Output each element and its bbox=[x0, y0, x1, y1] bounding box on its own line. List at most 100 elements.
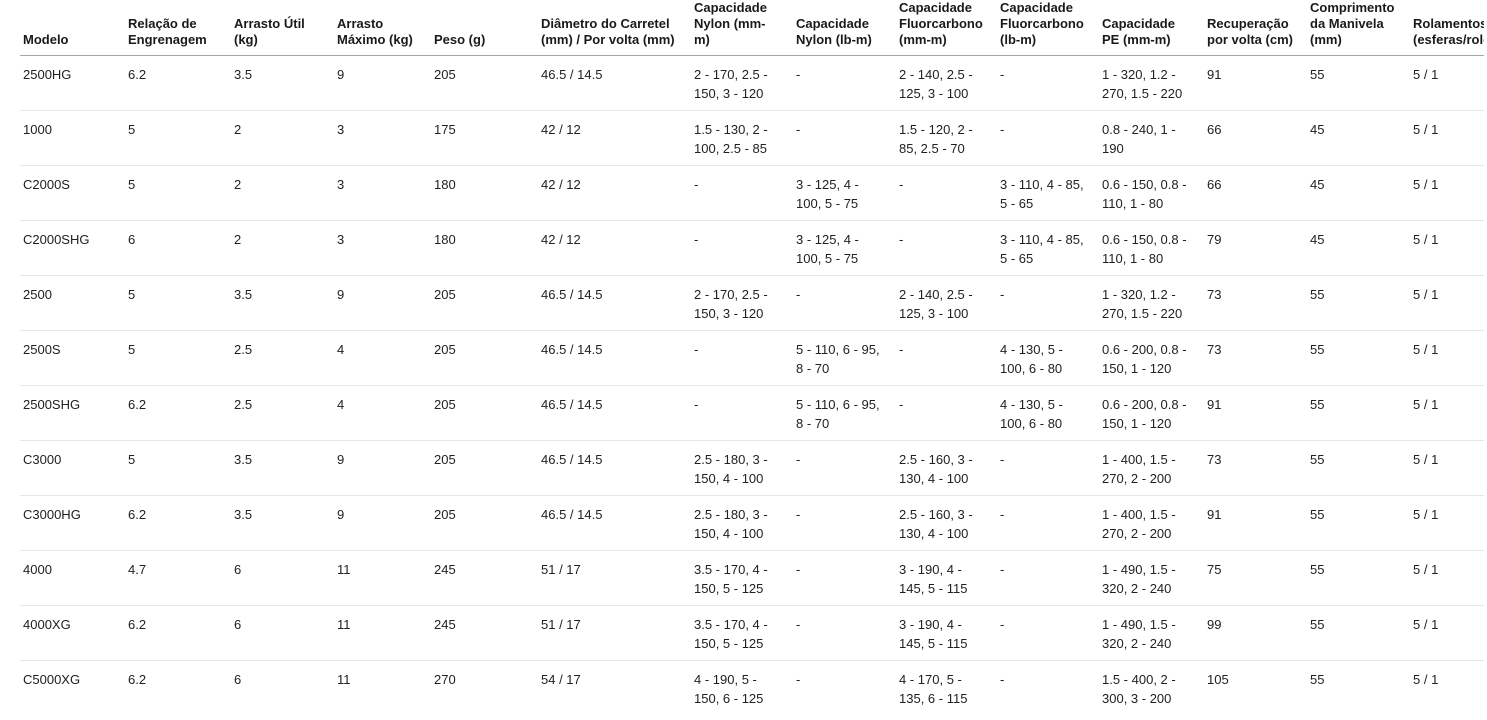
cell-arrasto_util: 2.5 bbox=[231, 385, 334, 441]
cell-rolamentos: 5 / 1 bbox=[1410, 165, 1484, 221]
cell-cap_pe: 1 - 490, 1.5 - 320, 2 - 240 bbox=[1099, 605, 1204, 661]
cell-arrasto_maximo: 3 bbox=[334, 220, 431, 276]
cell-comprimento_manivela: 55 bbox=[1307, 495, 1410, 551]
cell-comprimento_manivela: 55 bbox=[1307, 275, 1410, 331]
cell-cap_fluor_lb: - bbox=[997, 275, 1099, 331]
cell-arrasto_util: 3.5 bbox=[231, 495, 334, 551]
cell-cap_fluor_mm: 2.5 - 160, 3 - 130, 4 - 100 bbox=[896, 440, 997, 496]
cell-cap_fluor_mm: 2 - 140, 2.5 - 125, 3 - 100 bbox=[896, 55, 997, 111]
cell-modelo: C5000XG bbox=[23, 672, 81, 687]
cell-cap_fluor_lb: 3 - 110, 4 - 85, 5 - 65 bbox=[997, 220, 1099, 276]
cell-relacao_engrenagem: 6.2 bbox=[125, 385, 231, 441]
cell-comprimento_manivela: 45 bbox=[1307, 220, 1410, 276]
cell-recuperacao: 75 bbox=[1204, 550, 1307, 606]
cell-rolamentos: 5 / 1 bbox=[1410, 55, 1484, 111]
cell-cap_pe: 1 - 400, 1.5 - 270, 2 - 200 bbox=[1099, 495, 1204, 551]
cell-cap_fluor_lb: - bbox=[997, 440, 1099, 496]
cell-diametro_carretel: 46.5 / 14.5 bbox=[538, 495, 691, 551]
cell-cap_nylon_lb: - bbox=[793, 55, 896, 111]
table-row: 2500S 5 2.5 4 205 46.5 / 14.5-5 - 110, 6 - 95… bbox=[20, 330, 1484, 386]
cell-cap_fluor_mm: 1.5 - 120, 2 - 85, 2.5 - 70 bbox=[896, 110, 997, 166]
cell-modelo: 2500 bbox=[20, 275, 125, 331]
cell-diametro_carretel: 46.5 / 14.5 bbox=[538, 330, 691, 386]
cell-diametro_carretel: 51 / 17 bbox=[538, 605, 691, 661]
cell-modelo: C2000S bbox=[20, 165, 125, 221]
cell-peso: 205 bbox=[431, 55, 538, 111]
cell-comprimento_manivela: 55 bbox=[1307, 385, 1410, 441]
column-header-diametro_carretel: Diâmetro do Carretel (mm) / Por volta (m… bbox=[538, 0, 691, 56]
cell-rolamentos: 5 / 1 bbox=[1410, 440, 1484, 496]
cell-diametro_carretel: 46.5 / 14.5 bbox=[538, 385, 691, 441]
cell-recuperacao: 91 bbox=[1204, 55, 1307, 111]
cell-arrasto_maximo: 9 bbox=[334, 275, 431, 331]
table-row: C2000S 5 2 3 180 42 / 12-3 - 125, 4 - 100, 5 … bbox=[20, 165, 1484, 221]
column-header-cap_pe: Capacidade PE (mm-m) bbox=[1099, 0, 1204, 56]
cell-arrasto_maximo: 9 bbox=[334, 495, 431, 551]
cell-cap_nylon_mm: 3.5 - 170, 4 - 150, 5 - 125 bbox=[691, 605, 793, 661]
cell-comprimento_manivela: 55 bbox=[1307, 55, 1410, 111]
cell-modelo: C2000SHG bbox=[20, 220, 125, 276]
cell-cap_nylon_mm: 2 - 170, 2.5 - 150, 3 - 120 bbox=[691, 55, 793, 111]
cell-cap_fluor_lb: 4 - 130, 5 - 100, 6 - 80 bbox=[997, 330, 1099, 386]
cell-rolamentos: 5 / 1 bbox=[1413, 672, 1439, 687]
cell-cap_pe: 0.8 - 240, 1 - 190 bbox=[1099, 110, 1204, 166]
table-row: 2500HG 6.2 3.5 9 205 46.5 / 14.5 2 - 170, 2.5 … bbox=[20, 55, 1484, 111]
cell-recuperacao: 66 bbox=[1204, 110, 1307, 166]
cell-cap_nylon_lb: - bbox=[793, 550, 896, 606]
cell-peso: 205 bbox=[431, 275, 538, 331]
cell-cap_nylon_mm: - bbox=[691, 330, 793, 386]
cell-comprimento_manivela: 45 bbox=[1307, 110, 1410, 166]
cell-recuperacao: 66 bbox=[1204, 165, 1307, 221]
cell-cap_fluor_mm: 3 - 190, 4 - 145, 5 - 115 bbox=[896, 605, 997, 661]
cell-rolamentos: 5 / 1 bbox=[1410, 605, 1484, 661]
cell-diametro_carretel: 54 / 17 bbox=[541, 672, 581, 687]
cell-arrasto_util: 2 bbox=[231, 165, 334, 221]
cell-arrasto_util: 2.5 bbox=[231, 330, 334, 386]
table-row: C3000HG 6.2 3.5 9 205 46.5 / 14.5 2.5 - 180, 3… bbox=[20, 495, 1484, 551]
cell-cap_pe: 1 - 490, 1.5 - 320, 2 - 240 bbox=[1099, 550, 1204, 606]
cell-relacao_engrenagem: 5 bbox=[125, 110, 231, 166]
cell-relacao_engrenagem: 6 bbox=[125, 220, 231, 276]
cell-rolamentos: 5 / 1 bbox=[1410, 550, 1484, 606]
cell-cap_pe: 0.6 - 200, 0.8 - 150, 1 - 120 bbox=[1099, 330, 1204, 386]
cell-cap_fluor_lb: - bbox=[1000, 672, 1005, 687]
cell-cap_fluor_mm: - bbox=[896, 220, 997, 276]
cell-recuperacao: 105 bbox=[1207, 672, 1229, 687]
cell-arrasto_maximo: 4 bbox=[334, 385, 431, 441]
cell-comprimento_manivela: 55 bbox=[1307, 605, 1410, 661]
cell-arrasto_util: 6 bbox=[234, 672, 242, 687]
cell-cap_nylon_lb: 3 - 125, 4 - 100, 5 - 75 bbox=[793, 220, 896, 276]
cell-cap_nylon_lb: 5 - 110, 6 - 95, 8 - 70 bbox=[793, 330, 896, 386]
cell-cap_nylon_mm: - bbox=[691, 385, 793, 441]
cell-cap_fluor_lb: - bbox=[997, 605, 1099, 661]
cell-cap_nylon_mm: - bbox=[691, 165, 793, 221]
cell-modelo: 2500HG bbox=[20, 55, 125, 111]
cell-arrasto_util: 3.5 bbox=[231, 440, 334, 496]
cell-modelo: 4000 bbox=[20, 550, 125, 606]
table-row: 4000 4.7 6 11 245 51 / 17 3.5 - 170, 4 - 150, … bbox=[20, 550, 1484, 606]
cell-rolamentos: 5 / 1 bbox=[1410, 110, 1484, 166]
table-row: C5000XG 6.2 6 11 270 54 / 17 4 - 190, 5 - 150,… bbox=[20, 661, 1484, 716]
cell-peso: 245 bbox=[431, 605, 538, 661]
cell-cap_nylon_mm: 2 - 170, 2.5 - 150, 3 - 120 bbox=[691, 275, 793, 331]
cell-arrasto_util: 6 bbox=[231, 550, 334, 606]
cell-modelo: C3000 bbox=[20, 440, 125, 496]
cell-relacao_engrenagem: 6.2 bbox=[128, 672, 147, 687]
cell-diametro_carretel: 46.5 / 14.5 bbox=[538, 275, 691, 331]
cell-cap_fluor_lb: 4 - 130, 5 - 100, 6 - 80 bbox=[997, 385, 1099, 441]
cell-diametro_carretel: 46.5 / 14.5 bbox=[538, 55, 691, 111]
cell-diametro_carretel: 42 / 12 bbox=[538, 110, 691, 166]
cell-cap_nylon_lb: - bbox=[796, 672, 801, 687]
cell-cap_nylon_mm: 4 - 190, 5 - 150, 6 - 125 bbox=[694, 672, 764, 706]
column-header-cap_nylon_mm: Capacidade Nylon (mm-m) bbox=[691, 0, 793, 56]
cell-cap_fluor_mm: 4 - 170, 5 - 135, 6 - 115 bbox=[899, 672, 968, 706]
cell-rolamentos: 5 / 1 bbox=[1410, 220, 1484, 276]
cell-cap_nylon_lb: 3 - 125, 4 - 100, 5 - 75 bbox=[793, 165, 896, 221]
cell-cap_nylon_lb: - bbox=[793, 605, 896, 661]
cell-cap_fluor_lb: 3 - 110, 4 - 85, 5 - 65 bbox=[997, 165, 1099, 221]
cell-modelo: 2500SHG bbox=[20, 385, 125, 441]
cell-peso: 270 bbox=[434, 672, 456, 687]
cell-cap_nylon_mm: 2.5 - 180, 3 - 150, 4 - 100 bbox=[691, 440, 793, 496]
cell-cap_nylon_mm: - bbox=[691, 220, 793, 276]
